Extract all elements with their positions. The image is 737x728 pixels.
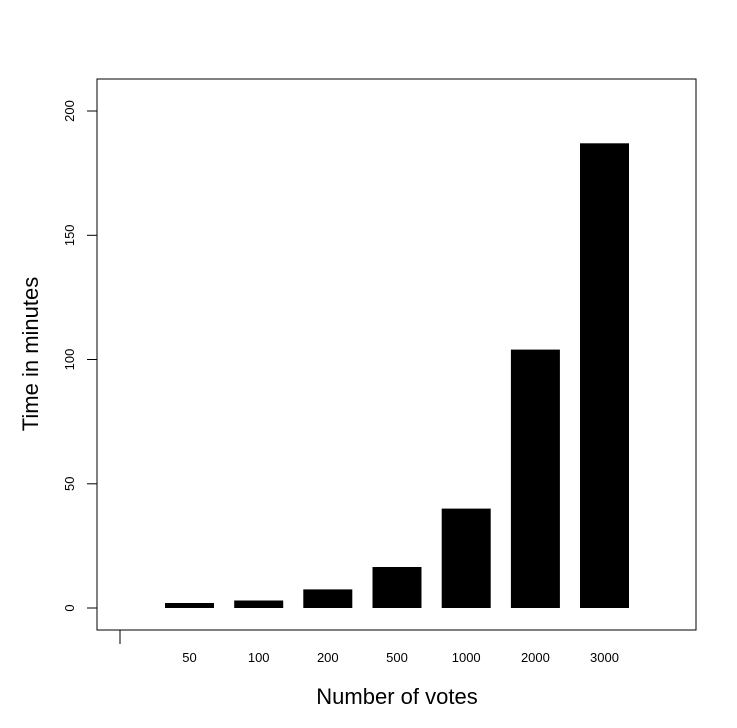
bar-500 [372, 567, 422, 608]
x-tick-label-1000: 1000 [452, 650, 481, 665]
x-tick-label-500: 500 [386, 650, 408, 665]
y-axis-title: Time in minutes [18, 277, 43, 431]
bar-3000 [580, 143, 629, 609]
y-tick-label-50: 50 [62, 477, 77, 491]
x-tick-label-200: 200 [317, 650, 339, 665]
y-tick-label-200: 200 [62, 100, 77, 122]
x-tick-label-2000: 2000 [521, 650, 550, 665]
x-axis: 50 100 200 500 1000 2000 3000 [119, 630, 619, 665]
bar-200 [303, 589, 353, 608]
bar-100 [234, 600, 284, 608]
bar-50 [165, 603, 214, 608]
bar-1000 [441, 508, 491, 608]
x-axis-title: Number of votes [316, 684, 477, 709]
x-tick-label-50: 50 [182, 650, 196, 665]
y-axis: 0 50 100 150 200 [62, 100, 97, 612]
y-tick-label-0: 0 [62, 604, 77, 611]
x-tick-label-100: 100 [248, 650, 270, 665]
y-tick-label-100: 100 [62, 349, 77, 371]
bars-group [165, 143, 629, 609]
bar-2000 [510, 349, 560, 608]
x-tick-label-3000: 3000 [590, 650, 619, 665]
y-tick-label-150: 150 [62, 224, 77, 246]
plot-frame [96, 78, 697, 631]
